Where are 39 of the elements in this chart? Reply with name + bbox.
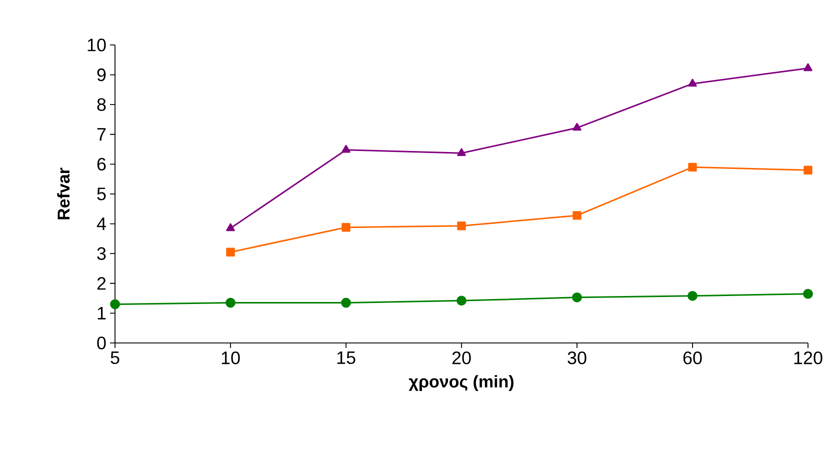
x-tick-label: 120 xyxy=(794,352,822,364)
point xyxy=(572,211,582,220)
y-tick-label: 4 xyxy=(96,218,106,230)
point xyxy=(342,144,350,153)
x-tick-label: 60 xyxy=(683,352,702,364)
point xyxy=(572,122,582,131)
x-tick-label: 10 xyxy=(222,352,240,364)
y-tick-label: 9 xyxy=(97,68,106,82)
point xyxy=(803,288,813,299)
point xyxy=(688,78,697,87)
y-tick-label: 8 xyxy=(97,98,106,111)
y-tick-label: 5 xyxy=(97,188,106,200)
y-tick-label: 10 xyxy=(88,38,106,52)
point xyxy=(341,298,351,308)
x-tick-label: 15 xyxy=(337,352,356,364)
y-tick-label: 0 xyxy=(97,336,106,350)
point xyxy=(688,162,697,172)
point xyxy=(456,296,466,306)
x-tick-label: 20 xyxy=(452,352,471,364)
point xyxy=(226,223,235,232)
x-axis-title: χρονος (min) xyxy=(408,375,514,391)
point xyxy=(688,290,698,301)
x-tick-label: 5 xyxy=(110,352,120,364)
point xyxy=(804,63,812,72)
point xyxy=(342,223,350,232)
y-tick-label: 3 xyxy=(97,247,106,260)
point xyxy=(110,299,120,310)
y-tick-label: 1 xyxy=(98,306,106,320)
point xyxy=(226,298,236,308)
point xyxy=(572,292,582,302)
point xyxy=(457,222,466,230)
point xyxy=(804,166,812,174)
y-tick-label: 2 xyxy=(97,277,106,290)
y-tick-label: 7 xyxy=(97,128,106,141)
y-tick-label: 6 xyxy=(97,158,106,171)
x-tick-label: 30 xyxy=(568,352,586,364)
y-axis-title: Refvar xyxy=(57,168,70,220)
point xyxy=(226,248,235,256)
point xyxy=(457,148,466,156)
